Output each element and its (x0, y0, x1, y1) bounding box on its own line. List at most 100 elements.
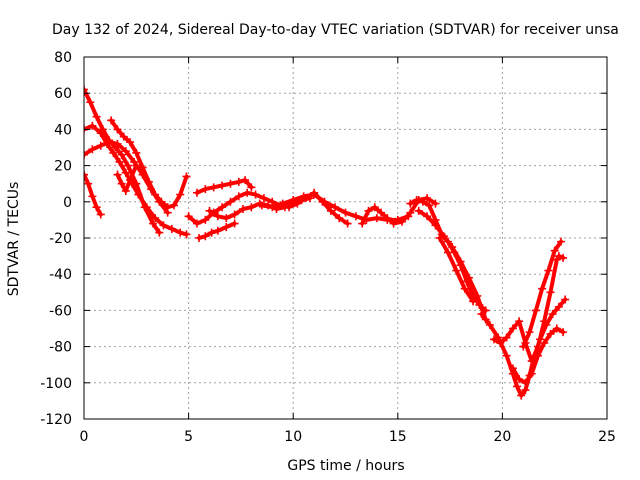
data-point (477, 310, 486, 319)
data-point (513, 382, 522, 391)
data-point (192, 188, 201, 197)
data-point (144, 177, 153, 186)
data-point (259, 194, 268, 203)
data-point (559, 328, 568, 337)
data-point (113, 139, 122, 148)
data-point (364, 206, 373, 215)
data-point (184, 212, 193, 221)
y-tick-label: -40 (49, 267, 72, 283)
data-point (132, 161, 141, 170)
data-point (548, 310, 557, 319)
data-point (448, 243, 457, 252)
data-point (209, 183, 218, 192)
data-point (527, 369, 536, 378)
data-point (508, 324, 517, 333)
data-point (517, 391, 526, 400)
data-point (343, 219, 352, 228)
data-point (326, 206, 335, 215)
data-point (192, 219, 201, 228)
data-point (546, 329, 555, 338)
data-point (107, 116, 116, 125)
data-point (149, 219, 158, 228)
axis-ticks: 0 5 10 15 20 25 -120 -100 -80 -60 -40 -20 0 20 40 60 80 (40, 50, 616, 445)
data-point (351, 212, 360, 221)
data-point (126, 138, 135, 147)
data-point (84, 170, 88, 179)
data-point (425, 201, 434, 210)
data-point (544, 266, 553, 275)
data-point (96, 210, 105, 219)
x-tick-label: 20 (493, 429, 511, 445)
data-point (278, 199, 287, 208)
data-point (92, 203, 101, 212)
data-point (515, 375, 524, 384)
data-point (92, 112, 101, 121)
data-point (176, 190, 185, 199)
data-point (88, 192, 97, 201)
data-point (119, 132, 128, 141)
data-point (234, 192, 243, 201)
data-point (389, 219, 398, 228)
y-tick-label: 0 (63, 195, 72, 211)
data-point (169, 201, 178, 210)
data-point (550, 246, 559, 255)
x-tick-label: 15 (389, 429, 407, 445)
data-point (96, 129, 105, 138)
data-point (439, 232, 448, 241)
data-point (556, 237, 565, 246)
data-point (431, 199, 440, 208)
data-point (142, 203, 151, 212)
data-point (257, 201, 266, 210)
data-point (519, 342, 528, 351)
data-point (241, 176, 250, 185)
data-point (138, 163, 147, 172)
y-tick-label: 80 (54, 50, 72, 66)
data-point (320, 197, 329, 206)
data-point (96, 141, 105, 150)
data-point (508, 364, 517, 373)
y-tick-label: -20 (49, 231, 72, 247)
data-point (115, 157, 124, 166)
series-track-5 (107, 116, 191, 212)
data-point (531, 306, 540, 315)
data-point (238, 205, 247, 214)
data-point (222, 214, 231, 223)
data-point (182, 172, 191, 181)
data-point (289, 195, 298, 204)
data-point (521, 386, 530, 395)
data-point (134, 190, 143, 199)
data-point (310, 190, 319, 199)
data-point (331, 203, 340, 212)
x-tick-label: 5 (184, 429, 193, 445)
series-track-20 (554, 252, 568, 262)
series-track-14 (414, 206, 490, 324)
data-point (299, 192, 308, 201)
data-point (159, 221, 168, 230)
data-point (251, 190, 260, 199)
series-track-9 (192, 176, 256, 197)
series-track-7 (195, 219, 239, 242)
data-point (121, 168, 130, 177)
data-point (452, 266, 461, 275)
data-point (247, 203, 256, 212)
data-point (117, 179, 126, 188)
data-point (222, 223, 231, 232)
data-point (201, 232, 210, 241)
data-point (559, 253, 568, 262)
data-point (117, 150, 126, 159)
data-point (84, 150, 88, 159)
data-point (412, 195, 421, 204)
data-point (490, 335, 499, 344)
data-point (444, 248, 453, 257)
data-point (414, 206, 423, 215)
data-point (121, 147, 130, 156)
data-point (406, 199, 415, 208)
data-point (485, 320, 494, 329)
data-point (88, 121, 97, 130)
data-point (502, 333, 511, 342)
data-point (207, 228, 216, 237)
data-point (123, 161, 132, 170)
data-point (113, 125, 122, 134)
data-point (182, 230, 191, 239)
data-point (155, 228, 164, 237)
